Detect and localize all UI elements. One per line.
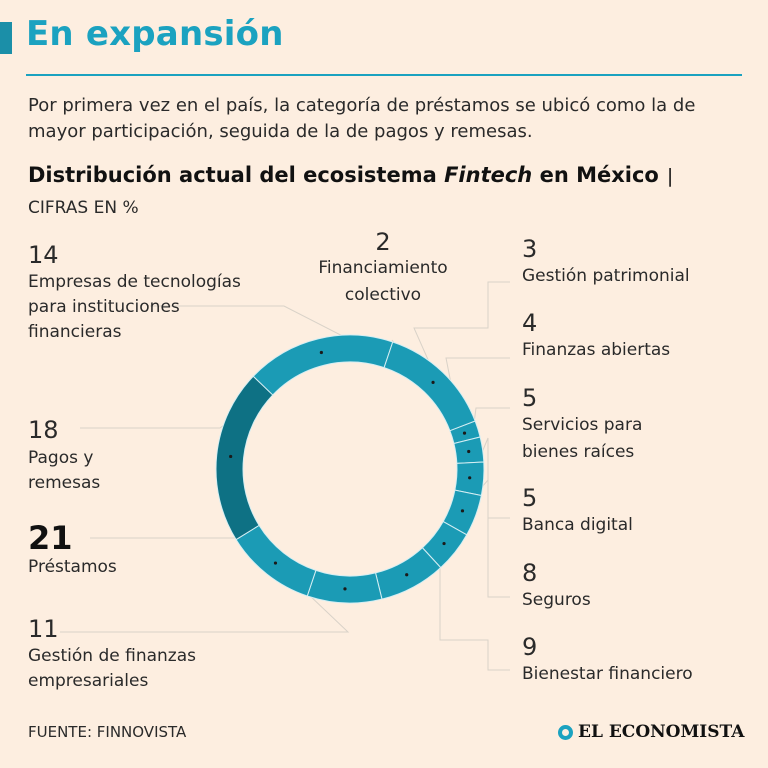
chart-title-italic: Fintech (444, 163, 533, 187)
donut-ring (215, 334, 485, 604)
label-patrimonial-line1: Gestión patrimonial (522, 266, 690, 286)
dot-raices (460, 509, 465, 513)
chart-title: Distribución actual del ecosistema Finte… (28, 163, 673, 187)
label-financiamiento-line1: Financiamiento (318, 258, 448, 278)
label-empresariales-line1: Gestión de finanzas (28, 646, 196, 666)
leader-financiamiento (391, 339, 465, 434)
label-banca-line1: Banca digital (522, 515, 633, 535)
value-empresariales: 11 (28, 615, 59, 643)
slice-seguros (374, 547, 442, 600)
dot-tecnologias (431, 380, 435, 384)
brand-mark-icon (558, 724, 573, 740)
leader-seguros (406, 478, 510, 598)
label-pagos-line2: remesas (28, 473, 101, 493)
slice-banca (421, 520, 468, 569)
leader-bienestar (344, 559, 510, 671)
label-pagos: 18 Pagos y remesas (28, 415, 100, 496)
value-abiertas: 4 (522, 309, 538, 337)
slice-raices (442, 489, 482, 536)
label-banca: 5 Banca digital (522, 483, 633, 538)
value-pagos: 18 (28, 416, 59, 444)
value-patrimonial: 3 (522, 235, 538, 263)
chart-units: CIFRAS EN % (28, 198, 139, 218)
label-seguros: 8 Seguros (522, 558, 591, 613)
dot-banca (442, 541, 446, 546)
brand-logo: EL ECONOMISTA (558, 722, 744, 742)
value-seguros: 8 (522, 559, 538, 587)
label-financiamiento: 2 Financiamiento colectivo (308, 227, 458, 308)
value-banca: 5 (522, 484, 538, 512)
label-raices: 5 Servicios para bienes raíces (522, 383, 642, 465)
dot-financiamiento (462, 431, 467, 435)
label-tecnologias-line1: Empresas de tecnologías (28, 272, 241, 292)
brand-name: EL ECONOMISTA (578, 722, 745, 742)
label-financiamiento-line2: colectivo (344, 285, 422, 305)
chart-title-separator: | (666, 165, 674, 187)
leader-banca (443, 437, 510, 544)
slice-financiamiento (449, 420, 481, 445)
slice-abiertas (454, 461, 485, 497)
leader-raices (461, 407, 510, 511)
dot-bienestar (343, 587, 347, 591)
label-pagos-line1: Pagos y (28, 448, 94, 468)
slice-pagos (252, 334, 394, 396)
label-raices-line2: bienes raíces (522, 442, 635, 462)
label-tecnologias-line3: financieras (28, 322, 122, 342)
label-abiertas-line1: Finanzas abiertas (522, 340, 671, 360)
slice-bienestar (306, 569, 383, 604)
dot-empresariales (273, 561, 278, 565)
slice-prestamos (215, 375, 274, 541)
title-accent-bar (0, 22, 12, 54)
dot-prestamos (229, 454, 233, 459)
value-financiamiento: 2 (375, 228, 391, 256)
label-empresariales: 11 Gestión de finanzas empresariales (28, 614, 196, 694)
leader-pagos (80, 352, 322, 429)
value-raices: 5 (522, 384, 538, 412)
leader-abiertas (445, 357, 510, 478)
slice-tecnologias (383, 341, 476, 432)
value-prestamos: 21 (28, 519, 73, 557)
slice-patrimonial (453, 436, 485, 464)
label-raices-line1: Servicios para (522, 415, 643, 435)
label-tecnologias: 14 Empresas de tecnologías para instituc… (28, 240, 241, 345)
dot-patrimonial (467, 449, 471, 454)
dot-abiertas (468, 476, 472, 480)
intro-text: Por primera vez en el país, la categoría… (28, 95, 696, 142)
chart-title-part1: Distribución actual del ecosistema (28, 163, 445, 187)
title-rule (26, 74, 742, 76)
value-bienestar: 9 (522, 633, 538, 661)
source-note: FUENTE: FINNOVISTA (28, 723, 187, 741)
label-bienestar-line1: Bienestar financiero (522, 664, 693, 684)
label-patrimonial: 3 Gestión patrimonial (522, 234, 690, 289)
label-prestamos: 21 Préstamos (28, 520, 117, 580)
dot-pagos (319, 350, 323, 355)
page-title: En expansión (26, 14, 284, 54)
label-prestamos-line1: Préstamos (28, 557, 117, 577)
dot-seguros (405, 573, 409, 577)
label-bienestar: 9 Bienestar financiero (522, 632, 693, 687)
label-empresariales-line2: empresariales (28, 671, 149, 691)
value-tecnologias: 14 (28, 241, 59, 269)
slice-empresariales (235, 524, 317, 597)
label-seguros-line1: Seguros (522, 590, 591, 610)
label-abiertas: 4 Finanzas abiertas (522, 308, 670, 363)
chart-title-part2: en México (532, 163, 659, 187)
leader-dots (229, 350, 472, 591)
label-tecnologias-line2: para instituciones (28, 297, 180, 317)
